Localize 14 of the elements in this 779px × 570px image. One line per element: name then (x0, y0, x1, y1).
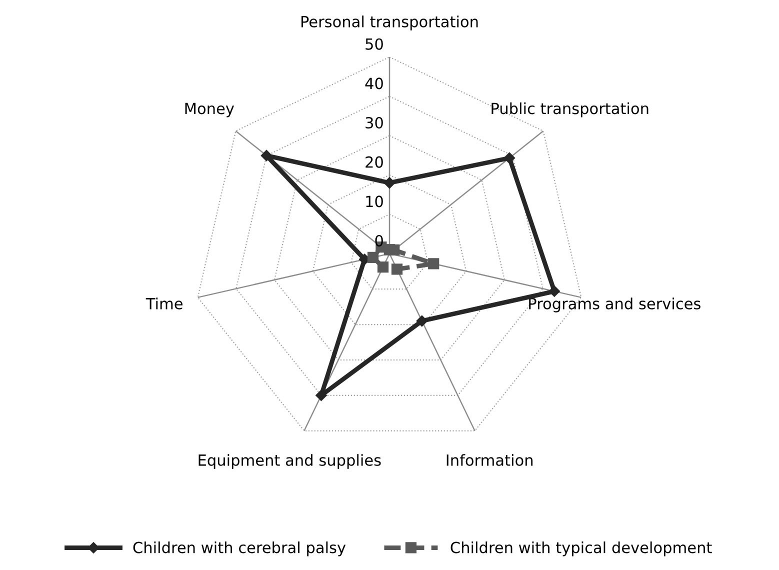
y-tick-label: 40 (365, 78, 383, 90)
spoke-label: Time (146, 298, 182, 310)
spoke-label: Equipment and supplies (198, 454, 381, 469)
spoke-label: Information (446, 454, 533, 466)
legend-label: Children with typical development (450, 541, 712, 556)
spoke-label: Personal transportation (301, 16, 478, 30)
spoke-label: Programs and services (529, 298, 700, 312)
spoke-label: Money (185, 102, 234, 118)
y-tick-label: 30 (366, 116, 383, 129)
y-tick-label: 50 (366, 38, 383, 50)
y-tick-label: 10 (366, 196, 383, 208)
spoke-label: Public transportation (492, 102, 648, 118)
legend-label: Children with cerebral palsy (133, 541, 346, 556)
y-tick-label: 20 (366, 156, 383, 168)
